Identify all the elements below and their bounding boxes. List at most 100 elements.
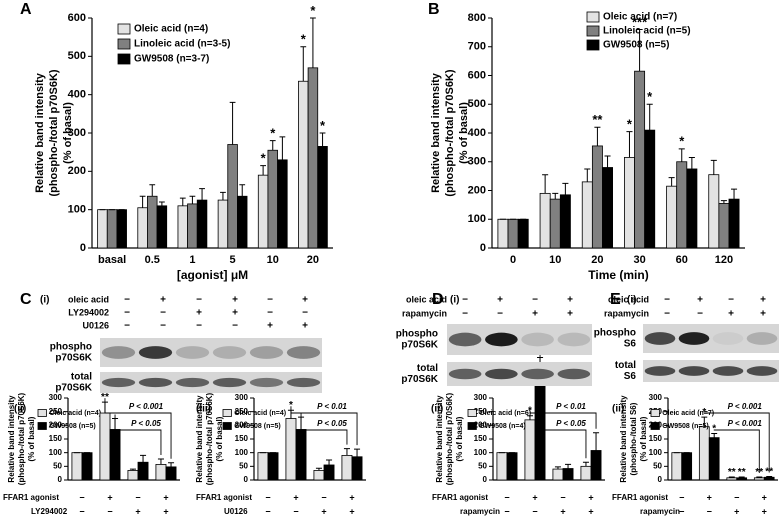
y-tick-label: 400 [468,127,486,139]
bar [196,199,208,249]
y-axis-label: (% of basal) [62,102,74,164]
blot-band [521,332,554,347]
treatment-sign: − [267,308,273,319]
panel-label: (ii) [612,404,624,415]
treatment-label: rapamycin [402,308,447,318]
legend-label: Oleic acid (n=7) [662,410,714,417]
panel-sub: (i) [40,295,49,306]
treatment-sign: + [160,295,166,306]
blot-band [138,346,173,359]
y-axis-label: (% of basal) [27,416,36,461]
bar [323,464,335,481]
bar [341,454,353,481]
p-value: P < 0.001 [129,402,164,411]
error-bar [766,475,773,478]
y-tick-label: 600 [468,69,486,81]
bar [137,207,148,249]
y-tick-label: 0 [244,475,249,484]
y-tick-label: 150 [649,434,663,443]
legend-swatch [117,23,131,35]
condition-sign: + [734,506,739,516]
y-axis-label: (phospho-/total p70S6K) [444,69,456,196]
y-axis-label: Relative band intensity [195,395,204,483]
condition-sign: − [504,492,509,502]
blot-band [249,377,284,388]
condition-sign: − [79,506,84,516]
blot-band [101,346,136,359]
treatment-sign: − [697,309,703,320]
bar [313,470,325,481]
y-axis-label: Relative band intensity [34,72,46,193]
treatment-label: LY294002 [68,307,109,317]
treatment-sign: − [232,321,238,332]
treatment-sign: + [232,308,238,319]
y-tick-label: 100 [68,204,86,216]
condition-sign: + [588,492,593,502]
legend-swatch [467,422,477,430]
blot-band [138,377,173,388]
y-tick-label: 0 [658,475,663,484]
bar [177,205,188,249]
blot-label: phospho [594,328,636,339]
treatment-sign: + [760,295,766,306]
bar [155,464,167,481]
treatment-sign: − [497,309,503,320]
y-tick-label: 100 [474,448,488,457]
bar [137,461,149,481]
y-tick-label: 100 [468,213,486,225]
legend-swatch [650,409,660,417]
significance: * [712,423,716,434]
condition-sign: − [265,506,270,516]
bar [686,168,698,249]
condition-sign: + [588,506,593,516]
y-tick-label: 200 [468,184,486,196]
y-tick-label: 0 [80,242,86,254]
blot-strip [643,360,779,382]
error-bar [593,432,600,451]
error-bar [594,126,601,146]
condition-sign: − [265,492,270,502]
condition-label: FFAR1 agonist [612,493,668,502]
legend-swatch [586,11,600,23]
treatment-sign: − [664,309,670,320]
blot-strip [100,372,322,393]
bar [109,429,121,481]
legend-label: GW9508 (n=5) [234,423,281,430]
bar [156,205,168,249]
error-bar [260,165,267,176]
error-bar [710,159,717,175]
bar [298,80,309,249]
legend-label: Linoleic acid (n=3-5) [134,39,230,50]
error-bar [139,195,146,208]
x-tick-label: 10 [549,254,561,266]
y-tick-label: 0 [480,242,486,254]
bar [736,477,748,481]
condition-sign: − [560,492,565,502]
y-tick-label: 500 [468,98,486,110]
bar [602,167,613,249]
blot-label: phospho [396,329,438,340]
error-bar [239,184,246,197]
legend-label: GW9508 (n=5) [49,423,95,430]
legend-label: Oleic acid (n=4) [134,24,208,35]
condition-label: LY294002 [31,507,68,516]
legend-swatch [37,422,47,430]
y-axis-label: Relative band intensity [430,72,442,193]
blot-label: S6 [624,339,637,350]
y-tick-label: 300 [49,393,63,402]
y-axis-label: (% of basal) [215,416,224,461]
x-tick-label: 10 [267,254,279,266]
y-tick-label: 200 [49,420,63,429]
treatment-sign: + [567,309,573,320]
y-tick-label: 150 [474,434,488,443]
condition-sign: − [504,506,509,516]
treatment-sign: − [462,295,468,306]
y-tick-label: 800 [468,12,486,24]
y-tick-label: 0 [483,475,488,484]
legend-label: Oleic acid (n=4) [234,410,286,417]
bracket [300,413,348,445]
legend-swatch [117,53,131,65]
y-axis-label: (% of basal) [639,416,648,461]
treatment-label: rapamycin [604,308,649,318]
x-tick-label: 0 [510,254,516,266]
